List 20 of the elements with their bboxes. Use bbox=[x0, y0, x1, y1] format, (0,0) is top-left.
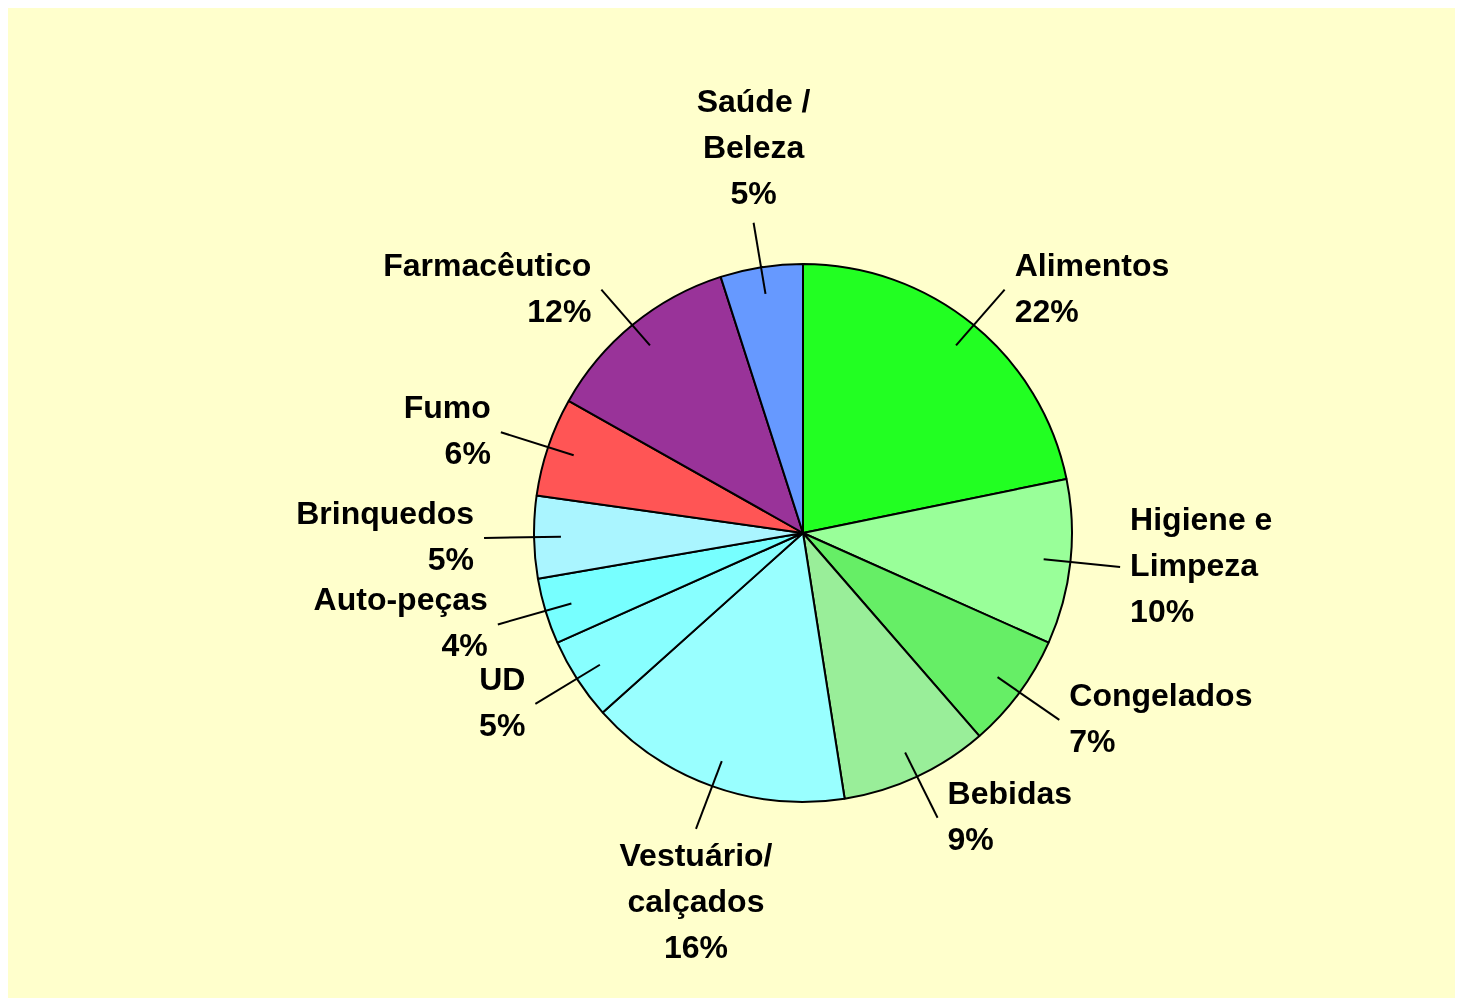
slice-label: Vestuário/ calçados bbox=[619, 836, 773, 919]
data-label: 12% bbox=[527, 292, 592, 329]
slice-label: Saúde / Beleza bbox=[696, 82, 811, 165]
data-label: 16% bbox=[663, 928, 728, 965]
data-label: 10% bbox=[1130, 592, 1195, 629]
slice-label: Fumo bbox=[403, 389, 491, 426]
slice-label: Alimentos bbox=[1014, 246, 1170, 283]
slice-label: Congelados bbox=[1069, 676, 1253, 713]
data-label: 9% bbox=[947, 820, 994, 857]
data-label: 5% bbox=[730, 174, 777, 211]
data-label: 5% bbox=[479, 706, 526, 743]
data-label: 22% bbox=[1014, 292, 1079, 329]
slice-label: Higiene e Limpeza bbox=[1130, 500, 1273, 583]
data-label: 6% bbox=[444, 435, 491, 472]
data-label: 7% bbox=[1069, 722, 1116, 759]
slice-label: Bebidas bbox=[947, 774, 1073, 811]
slice-label: Auto-peças bbox=[313, 581, 488, 618]
data-label: 5% bbox=[427, 540, 475, 577]
slice-label: Brinquedos bbox=[296, 494, 475, 531]
slice-label: Farmacêutico bbox=[383, 246, 592, 283]
